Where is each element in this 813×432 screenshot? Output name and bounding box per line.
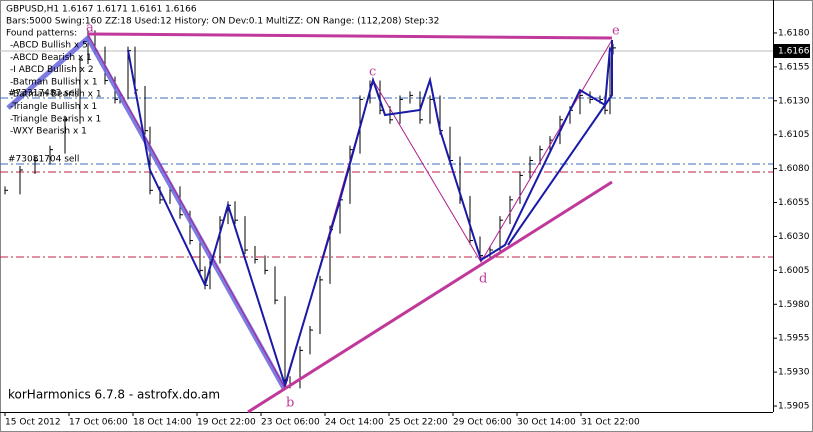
settings: Bars:5000 Swing:160 ZZ:18 Used:12 Histor… (6, 17, 439, 27)
bar (519, 171, 523, 204)
current-price: 1.6166 (778, 47, 810, 57)
bar (19, 165, 23, 195)
bar (399, 95, 403, 124)
point-label: b (286, 396, 294, 411)
x-tick-label: 18 Oct 14:00 (133, 418, 192, 428)
footer: korHarmonics 6.7.8 - astrofx.do.am (8, 388, 220, 402)
x-tick-label: 17 Oct 06:00 (69, 418, 128, 428)
bar (149, 126, 153, 195)
bar (64, 115, 68, 154)
bar (319, 275, 323, 335)
x-tick-label: 29 Oct 06:00 (453, 418, 512, 428)
bar (244, 216, 248, 255)
y-tick-label: 1.6080 (778, 164, 810, 174)
x-tick-label: 24 Oct 14:00 (325, 418, 384, 428)
x-tick-label: 30 Oct 14:00 (517, 418, 576, 428)
y-tick-label: 1.6105 (778, 130, 810, 140)
y-tick-label: 1.6130 (778, 96, 810, 106)
bar (509, 195, 513, 225)
bar (409, 91, 413, 104)
point-label: c (369, 65, 376, 80)
y-tick-label: 1.6155 (778, 62, 810, 72)
x-tick-label: 15 Oct 2012 (5, 418, 61, 428)
bar (4, 186, 8, 195)
bar (589, 91, 593, 104)
zigzag (127, 47, 611, 389)
pattern-item: -Batman Bullish x 1 (10, 77, 98, 87)
x-tick-label: 31 Oct 22:00 (581, 418, 640, 428)
bar (49, 145, 53, 165)
x-tick-label: 19 Oct 22:00 (197, 418, 256, 428)
pattern-item: -Batman Bearish x 1 (10, 90, 102, 100)
bar (144, 85, 148, 135)
triangle (507, 40, 613, 246)
bar (489, 246, 493, 260)
bar (529, 156, 533, 180)
bar (469, 195, 473, 245)
bar (219, 216, 223, 264)
order-label: #73317483 sell (8, 89, 79, 99)
price-box (774, 44, 810, 58)
bar (299, 346, 303, 389)
y-tick-label: 1.6005 (778, 266, 810, 276)
y-tick-label: 1.5930 (778, 368, 810, 378)
support-line (247, 180, 613, 414)
x-tick-label: 23 Oct 06:00 (261, 418, 320, 428)
abcd-leg (6, 34, 288, 392)
pattern-item: -I ABCD Bullish x 2 (10, 65, 94, 75)
bar (254, 246, 258, 264)
bar (309, 326, 313, 355)
y-tick-label: 1.6030 (778, 232, 810, 242)
header: GBPUSD,H1 1.6167 1.6171 1.6161 1.6166 (6, 5, 197, 15)
bar (34, 156, 38, 174)
pattern-item: -ABCD Bearish x 1 (10, 53, 92, 63)
pattern-item: -WXY Bearish x 1 (10, 127, 87, 137)
y-tick-label: 1.5980 (778, 300, 810, 310)
x-tick-label: 25 Oct 22:00 (389, 418, 448, 428)
bar (349, 145, 353, 204)
point-label: d (479, 272, 487, 287)
bar (274, 266, 278, 305)
order-label: #73081704 sell (8, 155, 79, 165)
point-label: a (86, 21, 94, 36)
pattern-item: -Triangle Bullish x 1 (10, 102, 97, 112)
y-tick-label: 1.5905 (778, 402, 810, 412)
y-tick-label: 1.5955 (778, 334, 810, 344)
y-tick-label: 1.6180 (778, 28, 810, 38)
patterns-title: Found patterns: (6, 29, 77, 39)
y-tick-label: 1.6055 (778, 198, 810, 208)
resistance-line (87, 32, 613, 40)
bar (429, 95, 433, 124)
bar (264, 255, 268, 275)
pattern-item: -Triangle Bearish x 1 (10, 114, 101, 124)
bar (79, 56, 83, 124)
bar (234, 201, 238, 225)
point-label: e (612, 24, 620, 39)
pattern-item: -ABCD Bullish x 5 (10, 41, 88, 51)
